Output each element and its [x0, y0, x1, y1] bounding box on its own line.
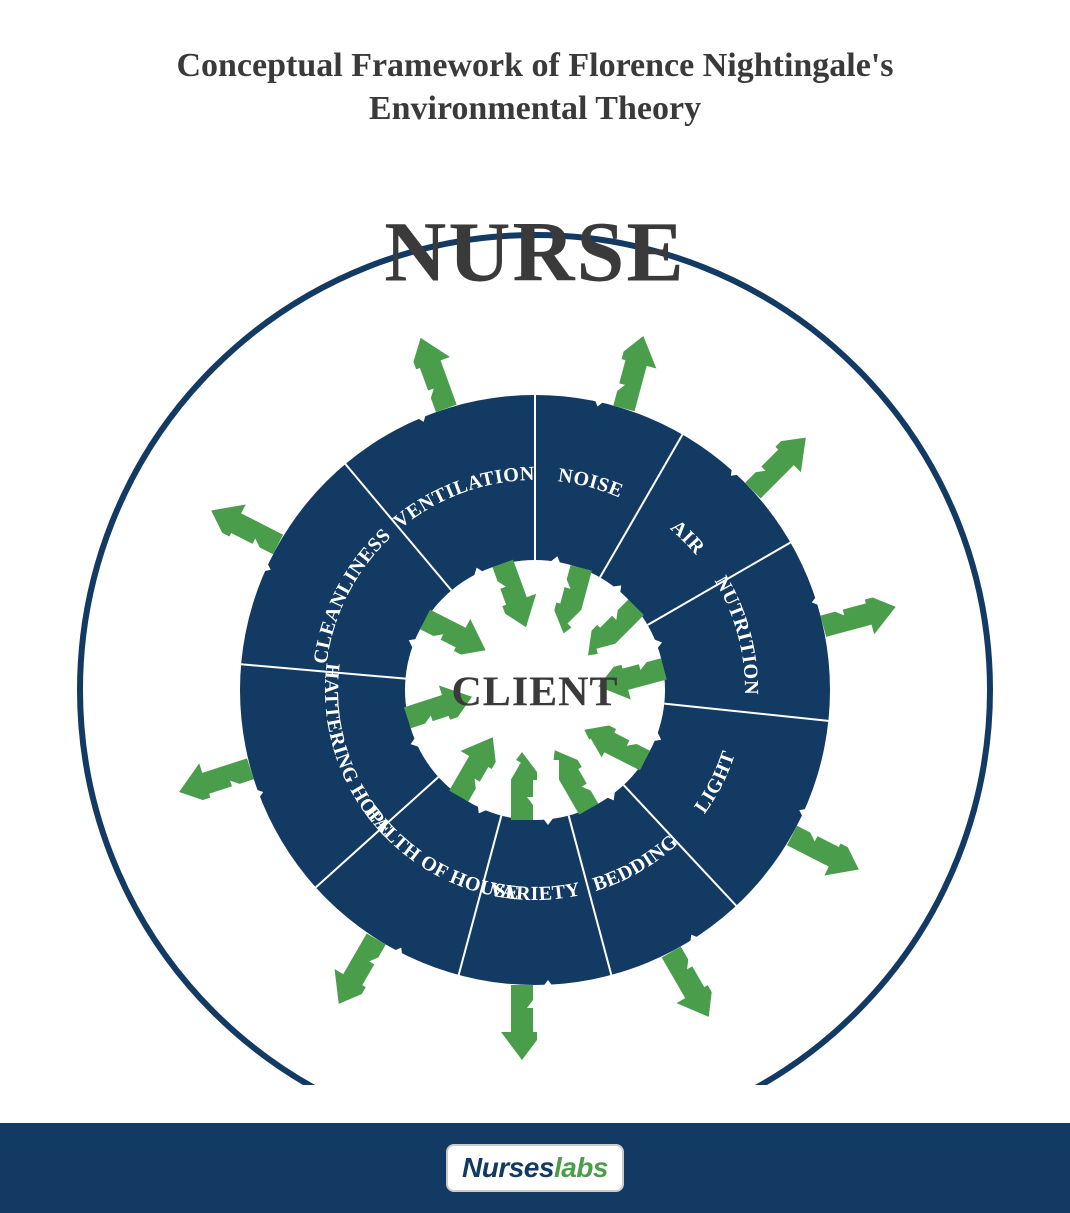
page-title: Conceptual Framework of Florence Nightin…	[0, 0, 1070, 130]
diagram-container: NOISEAIRNUTRITIONLIGHTBEDDINGVARIETYHEAL…	[75, 165, 995, 1085]
title-line-1: Conceptual Framework of Florence Nightin…	[176, 47, 893, 84]
nurse-label: NURSE	[384, 204, 686, 300]
framework-diagram: NOISEAIRNUTRITIONLIGHTBEDDINGVARIETYHEAL…	[75, 165, 995, 1085]
client-label: CLIENT	[451, 670, 618, 716]
logo-text-labs: labs	[554, 1152, 608, 1184]
footer-bar: Nurseslabs	[0, 1123, 1070, 1213]
logo-text-nurses: Nurses	[462, 1152, 554, 1184]
nurseslabs-logo: Nurseslabs	[446, 1144, 624, 1192]
title-line-2: Environmental Theory	[369, 90, 701, 127]
